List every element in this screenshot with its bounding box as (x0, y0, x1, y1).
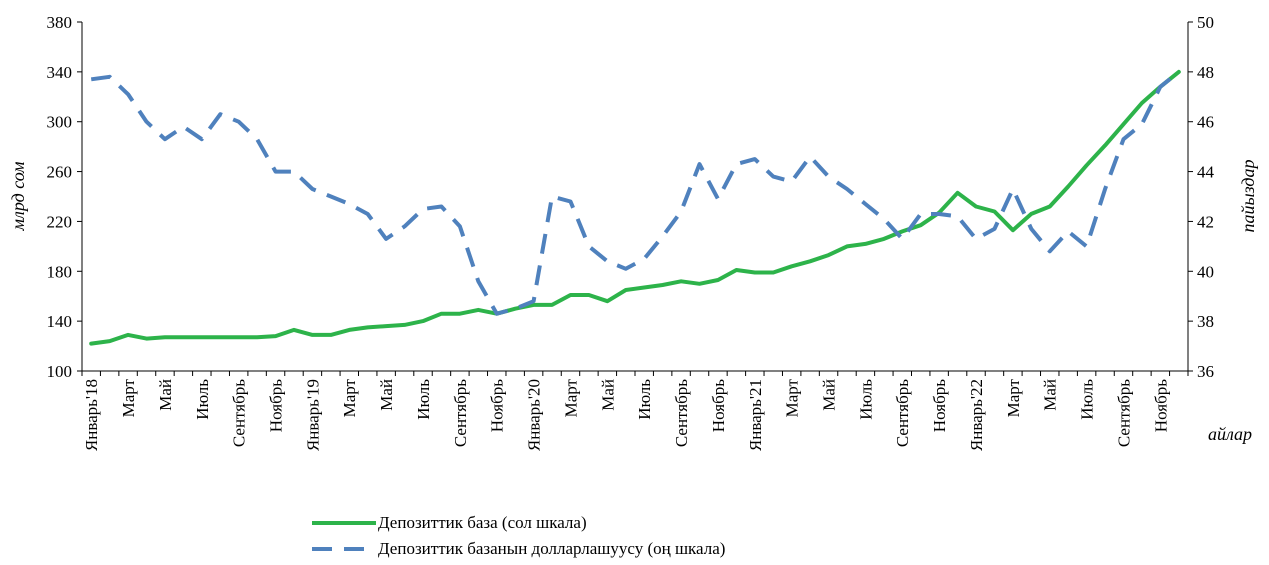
y-left-tick-label: 380 (47, 13, 73, 32)
y-left-tick-label: 300 (47, 113, 73, 132)
x-tick-label: Март (340, 378, 359, 417)
legend-label-deposit-base: Депозиттик база (сол шкала) (378, 513, 587, 532)
x-tick-label: Ноябрь (930, 379, 949, 432)
y-left-tick-label: 180 (47, 262, 73, 281)
x-tick-label: Март (1004, 378, 1023, 417)
y-right-tick-label: 48 (1197, 63, 1214, 82)
x-tick-label: Январь'19 (303, 379, 322, 451)
y-right-tick-label: 50 (1197, 13, 1214, 32)
x-tick-label: Сентябрь (893, 379, 912, 447)
x-tick-label: Июль (414, 379, 433, 420)
y-axis-left-title: млрд сом (8, 161, 28, 232)
x-tick-label: Ноябрь (1151, 379, 1170, 432)
series-line-dollarization (90, 70, 1181, 316)
x-tick-label: Июль (856, 379, 875, 420)
x-tick-label: Июль (635, 379, 654, 420)
legend-item-deposit-base: Депозиттик база (сол шкала) (312, 510, 725, 536)
legend-item-dollarization: Депозиттик базанын долларлашуусу (оң шка… (312, 536, 725, 562)
legend-label-dollarization: Депозиттик базанын долларлашуусу (оң шка… (378, 539, 726, 558)
y-left-tick-label: 140 (47, 312, 73, 331)
x-tick-label: Сентябрь (672, 379, 691, 447)
series-layer (89, 69, 1181, 346)
axes: 100 140 180 220 260 300 340 380 36 38 40 42 44 46 48 50… (47, 13, 1215, 451)
x-tick-label: Май (820, 379, 839, 411)
x-tick-label: Ноябрь (488, 379, 507, 432)
x-tick-label: Ноябрь (709, 379, 728, 432)
y-left-tick-label: 100 (47, 362, 73, 381)
series-line-deposit-base (89, 69, 1181, 346)
x-tick-label: Сентябрь (1114, 379, 1133, 447)
y-left-tick-label: 220 (47, 212, 73, 231)
x-tick-label: Сентябрь (451, 379, 470, 447)
x-tick-label: Май (1041, 379, 1060, 411)
y-axis-right-title: пайыздар (1238, 159, 1258, 232)
x-tick-label: Январь'22 (967, 379, 986, 451)
x-tick-label: Март (783, 378, 802, 417)
x-tick-label: Январь'18 (82, 379, 101, 451)
legend-solid-line-icon (312, 521, 376, 525)
y-right-tick-label: 38 (1197, 312, 1214, 331)
x-tick-label: Май (377, 379, 396, 411)
x-tick-label: Январь'20 (525, 379, 544, 451)
y-left-tick-label: 340 (47, 63, 73, 82)
x-tick-label: Январь'21 (746, 379, 765, 451)
x-tick-label: Май (156, 379, 175, 411)
y-right-tick-label: 42 (1197, 212, 1214, 231)
y-right-tick-label: 40 (1197, 262, 1214, 281)
y-right-tick-label: 46 (1197, 113, 1214, 132)
y-right-tick-label: 36 (1197, 362, 1214, 381)
dual-axis-line-chart: 100 140 180 220 260 300 340 380 36 38 40 42 44 46 48 50… (8, 13, 1258, 451)
x-tick-label: Июль (1078, 379, 1097, 420)
y-left-tick-label: 260 (47, 163, 73, 182)
x-tick-label: Сентябрь (230, 379, 249, 447)
x-tick-label: Март (561, 378, 580, 417)
y-right-tick-label: 44 (1197, 163, 1215, 182)
x-tick-label: Май (598, 379, 617, 411)
x-tick-label: Июль (193, 379, 212, 420)
x-tick-label: Ноябрь (267, 379, 286, 432)
legend-dashed-line-icon (312, 547, 376, 551)
legend: Депозиттик база (сол шкала) Депозиттик б… (312, 510, 725, 562)
x-tick-label: Март (119, 378, 138, 417)
x-axis-title: айлар (1208, 424, 1252, 444)
